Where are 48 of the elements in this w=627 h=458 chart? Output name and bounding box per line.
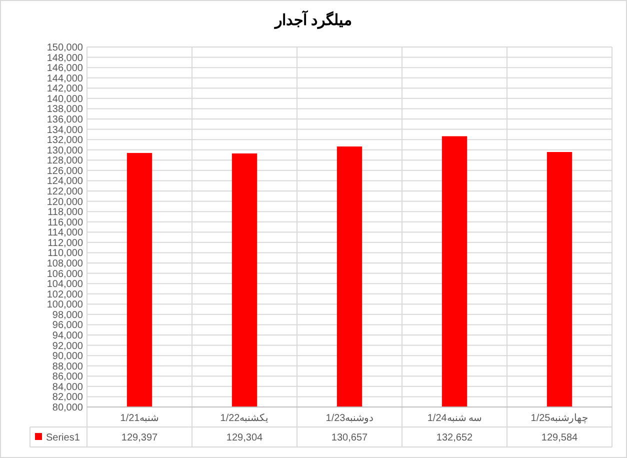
y-tick-label: 124,000 <box>46 176 84 188</box>
chart-title: میلگرد آجدار <box>274 10 352 29</box>
y-tick-label: 110,000 <box>48 248 84 260</box>
y-tick-label: 102,000 <box>46 289 84 300</box>
y-tick-label: 130,000 <box>46 145 84 156</box>
y-tick-label: 88,000 <box>52 361 84 372</box>
y-tick-label: 140,000 <box>46 94 84 105</box>
y-tick-label: 112,000 <box>48 238 84 249</box>
y-tick-label: 138,000 <box>46 104 84 116</box>
x-tick-label: چهارشنبه1/25 <box>530 413 588 424</box>
y-tick-label: 86,000 <box>52 372 84 383</box>
y-tick-label: 128,000 <box>46 156 84 167</box>
x-tick-label: سه شنبه1/24 <box>427 413 482 424</box>
y-tick-label: 98,000 <box>52 310 84 321</box>
y-tick-label: 146,000 <box>46 63 84 74</box>
y-tick-label: 142,000 <box>46 84 84 95</box>
y-tick-label: 90,000 <box>52 351 84 362</box>
y-tick-label: 114,000 <box>48 228 84 239</box>
x-tick-label: دوشنبه1/23 <box>326 413 374 424</box>
x-tick-label: شنبه1/21 <box>120 413 159 424</box>
y-tick-label: 136,000 <box>46 114 84 126</box>
y-tick-label: 150,000 <box>46 42 84 54</box>
y-tick-label: 126,000 <box>46 166 84 177</box>
y-tick-label: 96,000 <box>52 320 84 332</box>
y-tick-label: 116,000 <box>48 217 84 228</box>
data-label: 130,657 <box>331 432 368 444</box>
y-tick-label: 80,000 <box>52 402 84 414</box>
data-label: 132,652 <box>436 432 474 444</box>
y-tick-label: 108,000 <box>46 258 84 270</box>
x-tick-label: یکشنبه1/22 <box>220 413 269 424</box>
y-tick-label: 104,000 <box>46 279 84 290</box>
y-tick-label: 82,000 <box>52 392 84 404</box>
y-tick-label: 120,000 <box>46 196 84 208</box>
y-tick-label: 100,000 <box>46 300 84 311</box>
legend-label: Series1 <box>46 432 80 444</box>
y-tick-label: 148,000 <box>46 52 84 64</box>
data-label: 129,397 <box>121 432 158 444</box>
y-tick-label: 94,000 <box>52 330 84 342</box>
y-tick-label: 134,000 <box>46 124 84 136</box>
y-tick-label: 122,000 <box>46 186 84 198</box>
y-tick-label: 106,000 <box>46 268 84 280</box>
y-tick-label: 92,000 <box>52 340 84 352</box>
y-tick-label: 132,000 <box>46 135 84 146</box>
y-tick-label: 144,000 <box>46 73 84 84</box>
y-tick-label: 84,000 <box>52 382 84 393</box>
data-label: 129,304 <box>226 432 264 444</box>
data-label: 129,584 <box>541 432 578 444</box>
y-tick-label: 118,000 <box>48 207 84 218</box>
